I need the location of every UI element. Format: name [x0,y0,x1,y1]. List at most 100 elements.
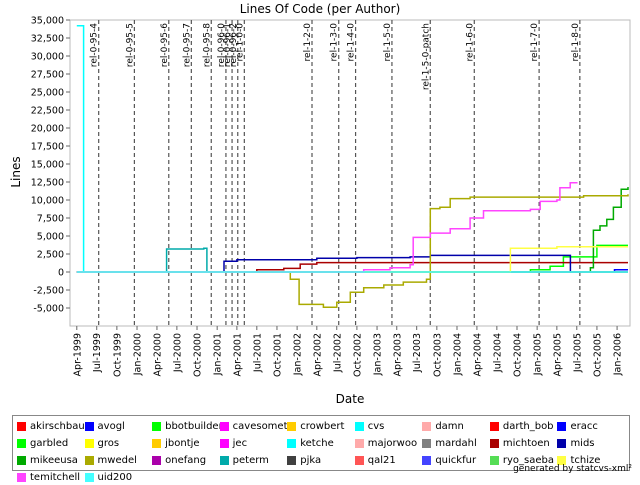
release-label: rel-1-5-0-patch [421,23,431,90]
plot-area [69,19,631,327]
legend-label: avogl [97,421,125,432]
legend-swatch [354,422,364,431]
y-tick-label: 2,500 [37,250,64,261]
x-tick-label: Jan-2006 [613,333,624,376]
legend-label: eracc [570,421,598,432]
x-tick-label: Apr-1999 [72,333,83,376]
y-tick-label: 5,000 [37,232,64,243]
release-label: rel-1-8-0 [571,23,581,62]
legend-entry-mids: mids [557,436,625,451]
legend-entry-jec: jec [219,436,288,451]
legend-entry-uid200: uid200 [84,470,153,485]
legend-entry-avogl: avogl [84,419,153,434]
legend-entry-tchize: tchize [557,453,625,468]
x-tick-label: Jul-2002 [332,333,343,373]
y-axis-label: Lines [9,156,23,187]
y-tick-label: -5,000 [33,304,64,315]
legend-entry-onefang: onefang [152,453,220,468]
legend-label: mardahl [435,438,477,449]
x-tick-label: Oct-2001 [272,333,283,377]
x-tick-label: Apr-2005 [552,333,563,376]
legend-label: garbled [30,438,69,449]
release-label: rel-0-95-6 [160,23,170,67]
legend-label: tchize [570,455,601,466]
legend-label: michtoen [502,438,550,449]
y-tick-label: 10,000 [31,196,64,207]
legend-label: bbotbuilder [165,421,220,432]
legend-swatch [422,439,432,448]
x-tick-label: Jan-2003 [373,333,384,376]
x-tick-label: Oct-1999 [112,333,123,377]
legend-entry-bbotbuilder: bbotbuilder [152,419,220,434]
legend-entry-majorwoo: majorwoo [354,436,423,451]
release-label: rel-1-6-0 [465,23,475,62]
legend-label: peterm [232,455,269,466]
x-tick-label: Jul-2000 [172,333,183,373]
x-tick-label: Jan-2002 [293,333,304,376]
x-tick-label: Apr-2001 [232,333,243,376]
release-label: rel-0-95-4 [90,23,100,67]
legend-swatch [557,422,567,431]
x-tick-label: Oct-2004 [512,333,523,377]
legend-entry-mikeeusa: mikeeusa [17,453,85,468]
legend-label: akirschbaum [30,421,85,432]
release-label: rel-1-0-0 [235,23,245,62]
y-tick-label: -2,500 [33,286,64,297]
legend-entry-garbled: garbled [17,436,85,451]
release-label: rel-0-96-0 [217,23,227,67]
x-tick-label: Jul-2004 [492,333,503,373]
legend-swatch [489,456,499,465]
legend-swatch [287,439,297,448]
x-tick-label: Oct-2002 [352,333,363,377]
x-tick-label: Apr-2000 [152,333,163,376]
release-label: rel-1-2-0 [303,23,313,62]
legend-swatch [354,439,364,448]
legend-swatch [17,422,26,431]
release-label: rel-1-5-0 [383,23,393,62]
x-tick-label: Jul-2003 [412,333,423,373]
y-tick-label: 0 [58,268,64,279]
legend-swatch [17,456,26,465]
legend-label: cavesomething [232,421,288,432]
legend-label: qal21 [367,455,396,466]
release-label: rel-1-3-0 [330,23,340,62]
legend-label: jbontje [165,438,200,449]
x-tick-label: Jan-2005 [533,333,544,376]
legend-label: mikeeusa [30,455,78,466]
series-line-mwedel [76,194,629,309]
legend-label: crowbert [300,421,345,432]
series-line-mids [76,254,628,273]
legend-label: cvs [367,421,385,432]
legend-swatch [557,456,567,465]
x-tick-label: Oct-2003 [432,333,443,377]
legend-swatch [84,473,94,482]
legend-entry-michtoen: michtoen [489,436,558,451]
legend-entry-mardahl: mardahl [422,436,490,451]
y-tick-label: 32,500 [31,34,64,45]
y-tick-label: 17,500 [31,142,64,153]
x-tick-label: Apr-2004 [472,333,483,376]
x-tick-label: Apr-2002 [312,333,323,376]
x-tick-label: Apr-2003 [392,333,403,376]
legend-entry-cvs: cvs [354,419,423,434]
legend-swatch [287,456,297,465]
y-tick-label: 12,500 [31,178,64,189]
legend-entry-qal21: qal21 [354,453,423,468]
x-tick-label: Jan-2000 [133,333,144,376]
legend-label: mids [570,438,595,449]
legend-swatch [422,456,432,465]
chart-title: Lines Of Code (per Author) [240,2,401,16]
legend-entry-pjka: pjka [287,453,355,468]
legend-label: majorwoo [367,438,418,449]
x-tick-label: Jan-2001 [213,333,224,376]
release-label: rel-1-4-0 [347,23,357,62]
plot-layer: -5,000 -2,500 0 2,500 5,000 7,500 10,000 12,500… [31,16,629,377]
legend-label: quickfur [435,455,477,466]
legend-swatch [557,439,567,448]
y-tick-label: 35,000 [31,16,64,27]
legend: akirschbaum avogl bbotbuilder cavesomething… [12,415,630,483]
legend-swatch [354,456,364,465]
legend-entry-jbontje: jbontje [152,436,220,451]
